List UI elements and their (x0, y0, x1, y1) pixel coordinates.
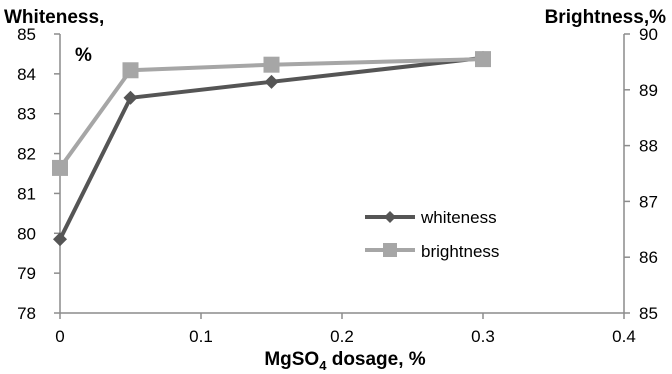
left-tick-label: 81 (17, 184, 36, 203)
series-line-whiteness (58, 55, 484, 241)
series-line-brightness (58, 57, 484, 170)
left-tick-label: 84 (17, 65, 36, 84)
data-point-brightness (122, 62, 139, 79)
left-tick-label: 83 (17, 105, 36, 124)
left-tick-label: 80 (17, 224, 36, 243)
data-point-whiteness (123, 90, 138, 105)
x-tick-label: 0.2 (330, 327, 354, 346)
right-axis-title: Brightness,% (545, 7, 667, 28)
left-tick-label: 78 (17, 304, 36, 323)
left-axis-unit: % (75, 45, 92, 66)
left-axis-title: Whiteness, (4, 7, 104, 28)
x-tick-label: 0.1 (189, 327, 213, 346)
x-tick-label: 0.3 (471, 327, 495, 346)
legend-marker-whiteness (384, 211, 396, 223)
right-tick-label: 87 (639, 192, 658, 211)
right-tick-label: 90 (639, 25, 658, 44)
x-tick-label: 0 (55, 327, 64, 346)
right-tick-label: 85 (639, 304, 658, 323)
x-axis-title: MgSO4 dosage, % (264, 349, 425, 373)
data-point-brightness (263, 56, 280, 73)
data-point-brightness (475, 51, 491, 68)
legend-label-brightness: brightness (421, 242, 499, 261)
right-tick-label: 86 (639, 248, 658, 267)
x-tick-label: 0.4 (612, 327, 636, 346)
data-point-whiteness (53, 232, 67, 247)
left-tick-label: 79 (17, 264, 36, 283)
left-tick-label: 82 (17, 145, 36, 164)
legend-label-whiteness: whiteness (420, 208, 497, 227)
right-tick-label: 89 (639, 81, 658, 100)
legend-marker-brightness (383, 243, 397, 257)
data-point-whiteness (264, 74, 279, 89)
right-tick-label: 88 (639, 137, 658, 156)
legend: whiteness brightness (365, 208, 499, 261)
left-tick-label: 85 (17, 25, 36, 44)
data-point-brightness (52, 159, 68, 176)
